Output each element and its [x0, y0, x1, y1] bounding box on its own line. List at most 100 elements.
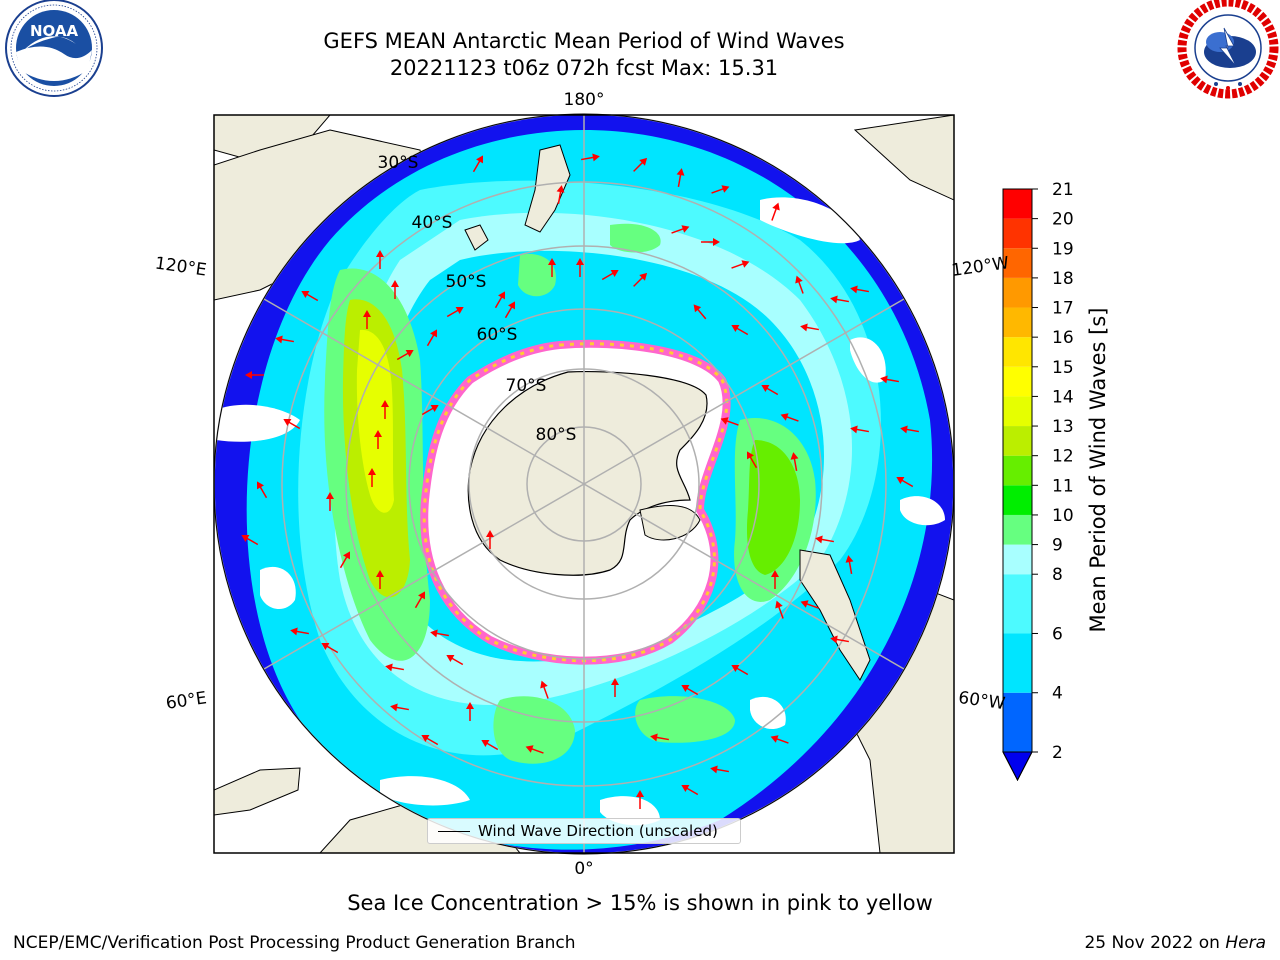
wave-direction-arrow-icon [711, 185, 730, 194]
sea-ice-caption: Sea Ice Concentration > 15% is shown in … [347, 891, 933, 915]
colorbar-tick-label: 20 [1052, 210, 1074, 230]
wave-direction-arrow-icon [815, 535, 834, 544]
lat-label-30s: 30°S [378, 153, 419, 173]
lon-label-120w: 120°W [950, 253, 1010, 281]
colorbar-tick-label: 8 [1052, 565, 1063, 585]
wave-direction-arrow-icon [676, 168, 685, 187]
colorbar-tick-label: 4 [1052, 684, 1063, 704]
wave-direction-arrow-icon [850, 425, 869, 434]
colorbar-tick-label: 15 [1052, 358, 1074, 378]
lat-label-40s: 40°S [412, 213, 453, 233]
colorbar-under-extend [1002, 751, 1033, 782]
wave-direction-arrow-icon [830, 295, 849, 304]
wave-direction-arrow-icon [581, 153, 600, 162]
colorbar-level-6 [1003, 455, 1032, 486]
footer-machine: Hera [1225, 933, 1266, 953]
wave-direction-arrow-icon [426, 329, 437, 347]
map-frame [213, 114, 955, 854]
wave-direction-arrow-icon [548, 258, 556, 277]
wave-direction-arrow-icon [771, 570, 779, 589]
colorbar-tick-label: 10 [1052, 506, 1074, 526]
lat-label-60s: 60°S [477, 325, 518, 345]
wave-direction-arrow-icon [790, 452, 799, 471]
wave-direction-arrow-icon [693, 304, 707, 320]
wave-direction-arrow-icon [283, 419, 301, 430]
colorbar-tick-label: 21 [1052, 180, 1074, 200]
wave-direction-arrow-icon [800, 600, 819, 609]
colorbar-tick-label: 19 [1052, 239, 1074, 259]
wave-direction-arrow-icon [381, 400, 389, 419]
wave-direction-arrow-icon [896, 477, 914, 488]
wave-direction-arrow-icon [611, 678, 619, 697]
wave-direction-arrow-icon [525, 745, 544, 754]
wave-direction-arrow-icon [681, 685, 699, 696]
wave-direction-arrow-icon [636, 790, 644, 809]
wave-direction-arrow-icon [633, 272, 648, 287]
colorbar-tick-label: 18 [1052, 269, 1074, 289]
wave-direction-arrow-icon [430, 629, 449, 638]
wave-direction-arrow-icon [795, 275, 804, 294]
wave-direction-arrow-icon [257, 481, 268, 499]
wave-direction-arrow-icon [391, 280, 399, 299]
colorbar-tick-label: 6 [1052, 624, 1063, 644]
wave-direction-arrow-icon [800, 323, 819, 332]
lon-label-60w: 60°W [957, 688, 1006, 714]
plot-title: GEFS MEAN Antarctic Mean Period of Wind … [323, 29, 845, 53]
wave-direction-arrow-icon [376, 570, 384, 589]
wave-direction-arrow-icon [376, 250, 384, 269]
colorbar-level-9 [1003, 366, 1032, 397]
wave-direction-arrow-icon [446, 307, 464, 318]
wave-direction-arrow-icon [601, 270, 619, 281]
wave-direction-arrow-icon [770, 735, 789, 744]
wave-direction-arrow-icon [504, 301, 515, 319]
colorbar-level-15 [1003, 189, 1032, 219]
legend-line-icon [438, 831, 470, 832]
colorbar-level-2 [1003, 574, 1032, 634]
wave-direction-arrow-icon [396, 350, 414, 361]
wave-direction-arrow-icon [374, 430, 382, 449]
wave-direction-arrow-icon [710, 765, 729, 774]
colorbar-tick-label: 14 [1052, 387, 1074, 407]
lon-label-60e: 60°E [165, 688, 208, 713]
wave-direction-arrow-icon [720, 417, 739, 426]
colorbar-level-7 [1003, 426, 1032, 456]
wave-direction-arrow-icon [363, 310, 371, 329]
wave-direction-arrow-icon [731, 260, 750, 269]
wave-direction-arrow-icon [290, 627, 309, 636]
lat-label-70s: 70°S [506, 376, 547, 396]
lat-label-50s: 50°S [446, 272, 487, 292]
wave-direction-arrow-icon [540, 680, 549, 699]
footer-credit: NCEP/EMC/Verification Post Processing Pr… [13, 933, 576, 953]
wave-period-field [214, 114, 954, 854]
plot-subtitle: 20221123 t06z 072h fcst Max: 15.31 [389, 56, 779, 80]
wave-direction-arrow-icon [466, 702, 474, 721]
wave-direction-arrow-icon [761, 385, 779, 396]
colorbar-tick-label: 12 [1052, 447, 1074, 467]
wave-direction-arrow-icon [368, 468, 376, 487]
colorbar-tick-label: 11 [1052, 476, 1074, 496]
colorbar-level-12 [1003, 277, 1032, 308]
colorbar-level-10 [1003, 337, 1032, 367]
colorbar-tick-label: 16 [1052, 328, 1074, 348]
wave-direction-arrow-icon [731, 665, 749, 676]
wave-direction-arrow-icon [671, 225, 690, 234]
footer-date-text: 25 Nov 2022 on [1084, 933, 1226, 953]
wave-direction-arrow-icon [275, 335, 294, 344]
colorbar-level-1 [1003, 633, 1032, 693]
colorbar-tick-label: 13 [1052, 417, 1074, 437]
wave-direction-arrow-icon [414, 591, 425, 609]
colorbar-level-11 [1003, 307, 1032, 338]
wave-direction-arrow-icon [472, 155, 483, 173]
lon-label-0: 0° [574, 859, 593, 879]
wave-direction-arrow-icon [421, 735, 439, 746]
svg-text:NOAA: NOAA [30, 22, 79, 40]
wave-direction-arrow-icon [339, 551, 350, 569]
wave-direction-arrow-icon [701, 238, 720, 246]
wave-direction-arrow-icon [830, 635, 849, 644]
wind-wave-arrows [241, 153, 919, 809]
noaa-logo-icon: NOAA [5, 0, 103, 97]
legend-label: Wind Wave Direction (unscaled) [478, 822, 718, 840]
wave-direction-arrow-icon [556, 185, 565, 204]
wave-direction-arrow-icon [845, 555, 854, 574]
